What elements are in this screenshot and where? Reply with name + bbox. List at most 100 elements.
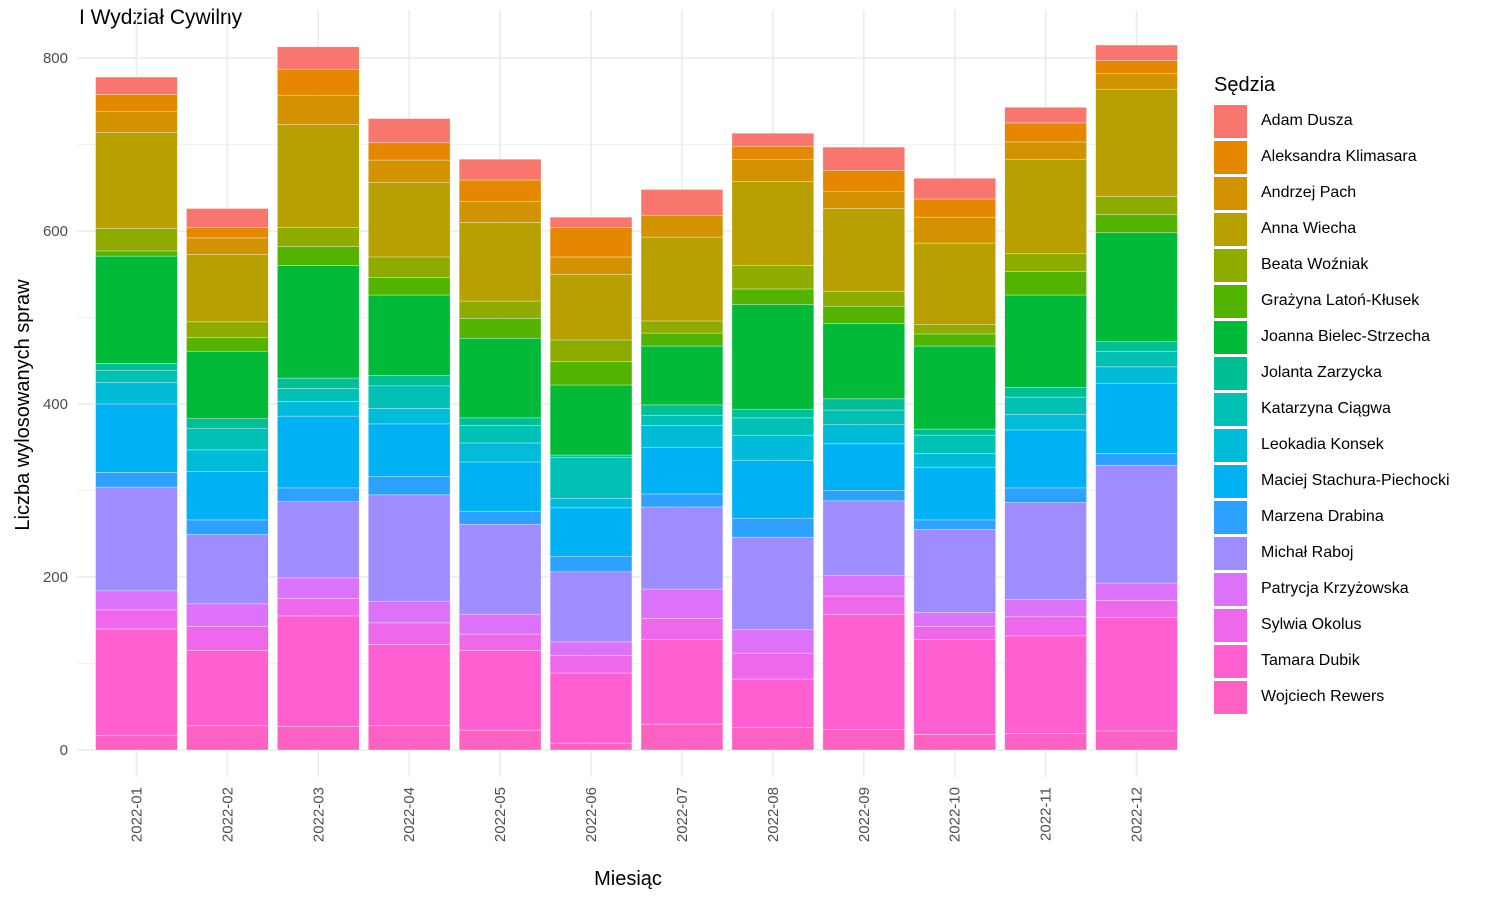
bar-segment <box>822 409 906 426</box>
bar-segment <box>731 417 815 436</box>
bar-segment <box>913 638 996 735</box>
bar-segment <box>458 222 542 302</box>
legend-item: Patrycja Krzyżowska <box>1214 571 1450 607</box>
bar-segment <box>913 177 996 200</box>
bar-segment <box>186 418 269 429</box>
bar-segment <box>731 459 815 519</box>
bar-segment <box>277 726 360 751</box>
bar-segment <box>95 590 178 611</box>
bar-segment <box>95 609 178 630</box>
bar-segment <box>1095 350 1178 368</box>
legend-key <box>1214 140 1247 174</box>
bar-segment <box>458 442 542 463</box>
bar-segment <box>822 595 906 615</box>
legend-key <box>1214 284 1247 318</box>
y-axis-title: Liczba wylosowanych spraw <box>12 279 34 531</box>
y-tick-labels: 0 200 400 600 800 <box>43 50 68 759</box>
bar-segment <box>95 472 178 488</box>
bar-segment <box>186 626 269 651</box>
legend-key <box>1214 680 1247 714</box>
legend-item: Adam Dusza <box>1214 103 1450 139</box>
bar-segment <box>367 423 451 477</box>
legend-label: Tamara Dubik <box>1261 652 1360 669</box>
bar-segment <box>277 615 360 727</box>
bar-segment <box>186 449 269 472</box>
bar-segment <box>186 254 269 323</box>
bar-segment <box>1004 616 1087 637</box>
bar-segment <box>95 363 178 371</box>
bar-segment <box>367 277 451 296</box>
legend-item: Joanna Bielec-Strzecha <box>1214 319 1450 355</box>
bar-segment <box>95 734 178 751</box>
bar-segment <box>1095 232 1178 343</box>
legend-key <box>1214 392 1247 426</box>
bar-segment <box>1004 387 1087 398</box>
legend-label: Adam Dusza <box>1261 112 1353 129</box>
bar-segment <box>549 555 633 573</box>
bar-segment <box>640 332 724 347</box>
bar-segment <box>822 170 906 192</box>
bar-segment <box>367 725 451 751</box>
legend-key <box>1214 608 1247 642</box>
bar-segment <box>731 288 815 305</box>
bar-segment <box>1095 600 1178 618</box>
bar-segment <box>640 506 724 590</box>
legend-label: Beata Woźniak <box>1261 256 1369 273</box>
bar-segment <box>95 250 178 257</box>
bar-segment <box>367 494 451 602</box>
bar-segment <box>186 321 269 338</box>
bar-segment <box>458 510 542 525</box>
bar-segment <box>1095 617 1178 732</box>
bar-segment <box>277 46 360 70</box>
legend-label: Patrycja Krzyżowska <box>1261 580 1409 597</box>
bar-segment <box>1095 73 1178 90</box>
bar-segment <box>549 227 633 258</box>
bar-segment <box>731 408 815 419</box>
bar-segment <box>913 626 996 640</box>
bar-segment <box>822 613 906 730</box>
y-tick-label: 600 <box>43 223 68 240</box>
bar-segment <box>640 215 724 238</box>
bar-segment <box>640 236 724 322</box>
bar-segment <box>1004 107 1087 124</box>
bar-segment <box>367 142 451 161</box>
bar-segment <box>1095 453 1178 466</box>
bar-segment <box>95 255 178 364</box>
legend-item: Marzena Drabina <box>1214 499 1450 535</box>
legend-key <box>1214 176 1247 210</box>
x-tick-label: 2022-05 <box>492 787 509 842</box>
bar-segment <box>95 76 178 95</box>
bar-segment <box>186 471 269 521</box>
bar-segment <box>913 453 996 468</box>
bar-segment <box>640 446 724 495</box>
bar-segment <box>822 323 906 400</box>
bar-segment <box>458 729 542 751</box>
bar-segment <box>913 333 996 347</box>
bar-segment <box>277 227 360 247</box>
bar-segment <box>277 501 360 579</box>
bar-segment <box>1004 599 1087 618</box>
bar-segment <box>367 644 451 727</box>
bar-segment <box>1095 366 1178 384</box>
bar-segment <box>367 159 451 183</box>
bar-segment <box>1004 294 1087 388</box>
bar-segment <box>913 734 996 751</box>
legend-item: Anna Wiecha <box>1214 211 1450 247</box>
bar-segment <box>913 428 996 436</box>
bar-segment <box>367 385 451 409</box>
bar-segment <box>731 652 815 680</box>
bar-segment <box>1004 635 1087 734</box>
bar-segment <box>822 190 906 209</box>
y-tick-label: 200 <box>43 569 68 586</box>
legend-item: Tamara Dubik <box>1214 643 1450 679</box>
x-tick-label: 2022-10 <box>947 787 964 842</box>
legend-label: Maciej Stachura-Piechocki <box>1261 472 1450 489</box>
bar-segment <box>277 246 360 266</box>
bar-segment <box>367 182 451 258</box>
y-tick-label: 400 <box>43 396 68 413</box>
bar-segment <box>1004 502 1087 600</box>
bar-segment <box>1004 414 1087 431</box>
bar-segment <box>549 742 633 751</box>
bar-segment <box>458 523 542 615</box>
legend-item: Aleksandra Klimasara <box>1214 139 1450 175</box>
